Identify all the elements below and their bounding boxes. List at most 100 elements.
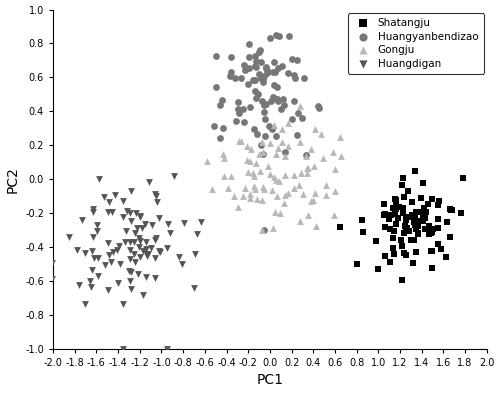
Huangdigan <box>96 176 104 182</box>
Shatangju <box>386 211 394 218</box>
Huangdigan <box>127 286 135 292</box>
Huangdigan <box>131 230 139 236</box>
Huangyanbendizao <box>216 101 224 108</box>
Shatangju <box>380 212 388 219</box>
Shatangju <box>427 227 435 233</box>
Gongju <box>270 209 278 215</box>
Shatangju <box>428 195 436 202</box>
Shatangju <box>398 210 406 217</box>
Huangyanbendizao <box>260 133 268 139</box>
Shatangju <box>390 196 398 203</box>
Shatangju <box>358 217 366 223</box>
Shatangju <box>410 168 418 174</box>
Huangdigan <box>88 266 96 273</box>
Huangdigan <box>175 254 183 261</box>
Shatangju <box>388 244 396 251</box>
Huangyanbendizao <box>240 66 248 73</box>
Shatangju <box>429 226 437 233</box>
Huangdigan <box>139 248 147 254</box>
Shatangju <box>428 248 436 255</box>
Gongju <box>272 176 280 183</box>
Gongju <box>237 138 245 144</box>
Shatangju <box>428 264 436 271</box>
Gongju <box>284 189 292 196</box>
Gongju <box>304 170 312 176</box>
Huangyanbendizao <box>260 227 268 233</box>
Huangyanbendizao <box>252 77 260 83</box>
Gongju <box>264 163 272 169</box>
Gongju <box>246 191 254 197</box>
Shatangju <box>426 230 434 236</box>
Huangyanbendizao <box>235 110 243 116</box>
Huangyanbendizao <box>262 64 270 70</box>
Huangyanbendizao <box>256 71 264 77</box>
Gongju <box>312 222 320 229</box>
Huangdigan <box>142 246 150 252</box>
Huangdigan <box>138 292 146 298</box>
Huangyanbendizao <box>252 58 260 64</box>
Shatangju <box>390 228 398 234</box>
Shatangju <box>400 250 408 256</box>
Huangdigan <box>130 239 138 245</box>
Huangdigan <box>78 217 86 224</box>
Gongju <box>300 191 308 197</box>
Gongju <box>274 145 282 151</box>
Huangdigan <box>112 247 120 253</box>
Shatangju <box>434 241 442 247</box>
Huangyanbendizao <box>272 96 280 103</box>
Huangdigan <box>119 301 127 307</box>
Huangdigan <box>131 259 139 265</box>
Huangyanbendizao <box>272 32 280 38</box>
Huangdigan <box>166 230 174 236</box>
Huangdigan <box>134 235 142 241</box>
Shatangju <box>389 235 397 241</box>
Shatangju <box>394 215 402 221</box>
Gongju <box>255 151 263 157</box>
Huangdigan <box>120 239 128 246</box>
Gongju <box>220 173 228 179</box>
Gongju <box>282 192 290 198</box>
Huangdigan <box>74 282 82 288</box>
Gongju <box>256 167 264 174</box>
Huangyanbendizao <box>268 126 276 132</box>
Gongju <box>252 160 260 166</box>
Shatangju <box>358 229 366 235</box>
Huangdigan <box>81 250 89 256</box>
Huangyanbendizao <box>251 62 259 69</box>
Shatangju <box>398 182 406 188</box>
Gongju <box>240 185 248 191</box>
Huangyanbendizao <box>277 106 285 112</box>
Huangdigan <box>126 187 134 194</box>
Gongju <box>322 182 330 188</box>
Huangyanbendizao <box>258 79 266 85</box>
Gongju <box>319 155 327 161</box>
Huangdigan <box>86 278 94 285</box>
Gongju <box>284 120 292 126</box>
Huangdigan <box>136 213 144 219</box>
Huangdigan <box>108 208 116 215</box>
Huangdigan <box>178 261 186 268</box>
Shatangju <box>459 175 467 182</box>
Shatangju <box>417 209 425 215</box>
Huangdigan <box>74 247 82 253</box>
Gongju <box>317 131 325 138</box>
Gongju <box>298 170 306 176</box>
Huangyanbendizao <box>279 95 287 102</box>
Huangyanbendizao <box>219 125 227 131</box>
Huangdigan <box>153 198 161 205</box>
Huangdigan <box>126 277 134 284</box>
Huangyanbendizao <box>240 62 248 68</box>
Gongju <box>239 193 247 199</box>
Shatangju <box>412 249 420 255</box>
Huangdigan <box>150 237 158 243</box>
Gongju <box>308 197 316 203</box>
Gongju <box>224 185 232 191</box>
Gongju <box>260 185 268 192</box>
Huangyanbendizao <box>234 106 242 112</box>
Gongju <box>228 173 235 180</box>
Huangyanbendizao <box>272 133 280 140</box>
Shatangju <box>419 218 427 224</box>
Huangyanbendizao <box>269 69 277 75</box>
Huangdigan <box>132 209 140 216</box>
Huangyanbendizao <box>246 104 254 110</box>
